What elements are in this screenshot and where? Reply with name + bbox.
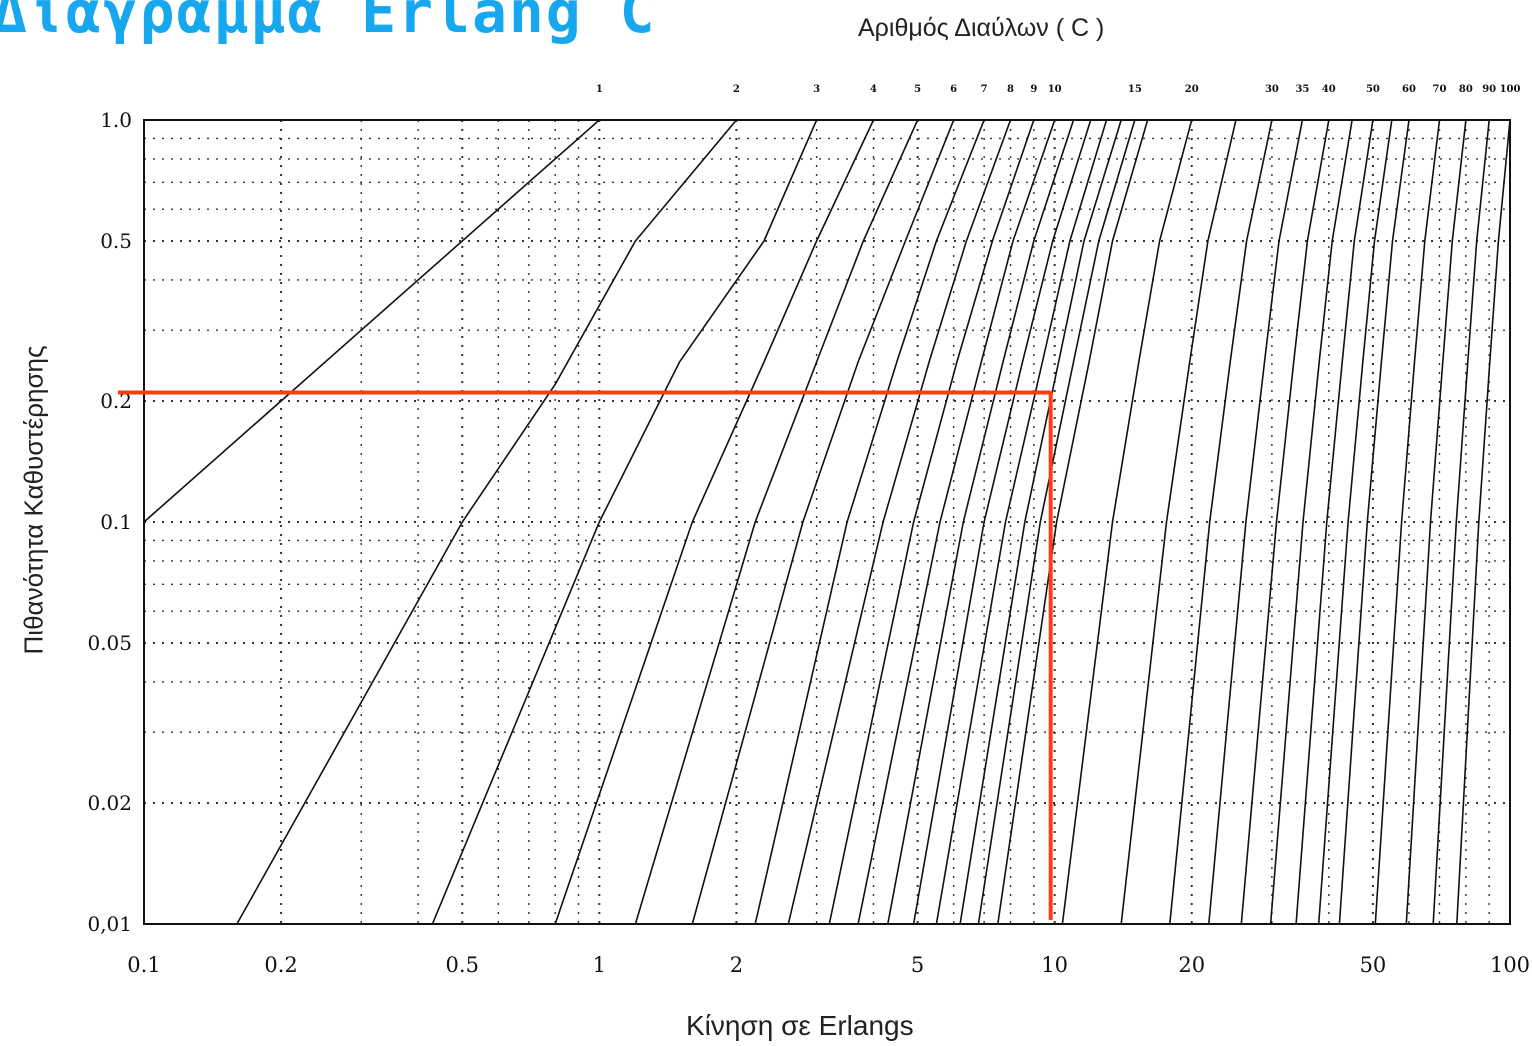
channel-tick-label: 35 bbox=[1295, 84, 1309, 95]
channel-tick-label: 40 bbox=[1322, 84, 1336, 95]
y-tick-label: 0.1 bbox=[100, 510, 132, 534]
channel-tick-label: 8 bbox=[1007, 84, 1014, 95]
erlang-curve-c16 bbox=[997, 119, 1149, 925]
page-title: Διάγραμμα Erlang C bbox=[0, 0, 657, 46]
x-tick-label: 2 bbox=[730, 953, 743, 977]
erlang-curve-c8 bbox=[787, 119, 1012, 925]
channel-tick-label: 30 bbox=[1265, 84, 1279, 95]
channel-tick-label: 70 bbox=[1433, 84, 1447, 95]
erlang-curve-c2 bbox=[236, 119, 738, 925]
erlang-curve-c6 bbox=[691, 119, 955, 925]
y-tick-label: 0.05 bbox=[87, 631, 132, 655]
x-tick-label: 0.2 bbox=[264, 953, 297, 977]
erlang-curve-c45 bbox=[1269, 119, 1353, 925]
erlang-curve-c35 bbox=[1208, 119, 1304, 925]
erlang-curve-c90 bbox=[1432, 119, 1490, 925]
x-tick-label: 0.1 bbox=[127, 953, 160, 977]
erlang-curve-c4 bbox=[554, 119, 875, 925]
x-axis-label: Κίνηση σε Erlangs bbox=[686, 1010, 914, 1041]
erlang-curve-c13 bbox=[935, 119, 1108, 925]
y-tick-label: 0,01 bbox=[87, 912, 132, 936]
erlang-curve-c20 bbox=[1061, 119, 1193, 925]
y-tick-label: 1.0 bbox=[100, 108, 132, 132]
erlang-curve-c3 bbox=[431, 119, 818, 925]
erlang-curve-c10 bbox=[857, 119, 1056, 925]
erlang-curve-c40 bbox=[1240, 119, 1330, 925]
channel-tick-label: 5 bbox=[914, 84, 921, 95]
channel-tick-label: 50 bbox=[1366, 84, 1380, 95]
channel-tick-label: 10 bbox=[1048, 84, 1062, 95]
channel-tick-label: 7 bbox=[981, 84, 988, 95]
erlang-curve-c80 bbox=[1405, 119, 1467, 925]
channel-tick-label: 2 bbox=[733, 84, 740, 95]
channel-tick-label: 4 bbox=[870, 84, 877, 95]
channels-axis-label: Αριθμός Διαύλων ( C ) bbox=[858, 14, 1105, 42]
erlang-curve-c55 bbox=[1317, 119, 1393, 925]
channel-tick-label: 15 bbox=[1128, 84, 1142, 95]
y-tick-label: 0.02 bbox=[87, 791, 132, 815]
erlang-curve-c7 bbox=[754, 119, 985, 925]
erlang-curve-c9 bbox=[828, 119, 1035, 925]
channel-tick-label: 100 bbox=[1500, 84, 1521, 95]
erlang-curve-c15 bbox=[977, 119, 1136, 925]
x-tick-label: 1 bbox=[593, 953, 606, 977]
erlang-curve-c5 bbox=[634, 119, 919, 925]
erlang-curve-c11 bbox=[887, 119, 1075, 925]
erlang-curve-c30 bbox=[1169, 119, 1273, 925]
y-tick-label: 0.5 bbox=[100, 229, 132, 253]
x-tick-label: 20 bbox=[1178, 953, 1205, 977]
erlang-curve-c100 bbox=[1456, 119, 1511, 925]
erlang-curve-c70 bbox=[1374, 119, 1441, 925]
erlang-curve-c1 bbox=[143, 119, 600, 523]
channel-tick-label: 3 bbox=[813, 84, 820, 95]
channel-tick-label: 6 bbox=[950, 84, 957, 95]
x-tick-label: 50 bbox=[1360, 953, 1387, 977]
channel-tick-label: 1 bbox=[596, 84, 603, 95]
erlang-curve-c14 bbox=[959, 119, 1122, 925]
channel-tick-label: 9 bbox=[1030, 84, 1037, 95]
erlang-curve-c50 bbox=[1295, 119, 1374, 925]
x-tick-label: 0.5 bbox=[446, 953, 479, 977]
channel-tick-label: 80 bbox=[1459, 84, 1473, 95]
channel-tick-label: 60 bbox=[1402, 84, 1416, 95]
x-tick-label: 10 bbox=[1041, 953, 1068, 977]
channel-tick-label: 20 bbox=[1185, 84, 1199, 95]
x-tick-label: 5 bbox=[911, 953, 924, 977]
channel-tick-label: 90 bbox=[1482, 84, 1496, 95]
erlang-curve-c25 bbox=[1120, 119, 1237, 925]
x-tick-label: 100 bbox=[1490, 953, 1530, 977]
erlang-curve-c12 bbox=[912, 119, 1092, 925]
erlang-curve-c60 bbox=[1338, 119, 1410, 925]
